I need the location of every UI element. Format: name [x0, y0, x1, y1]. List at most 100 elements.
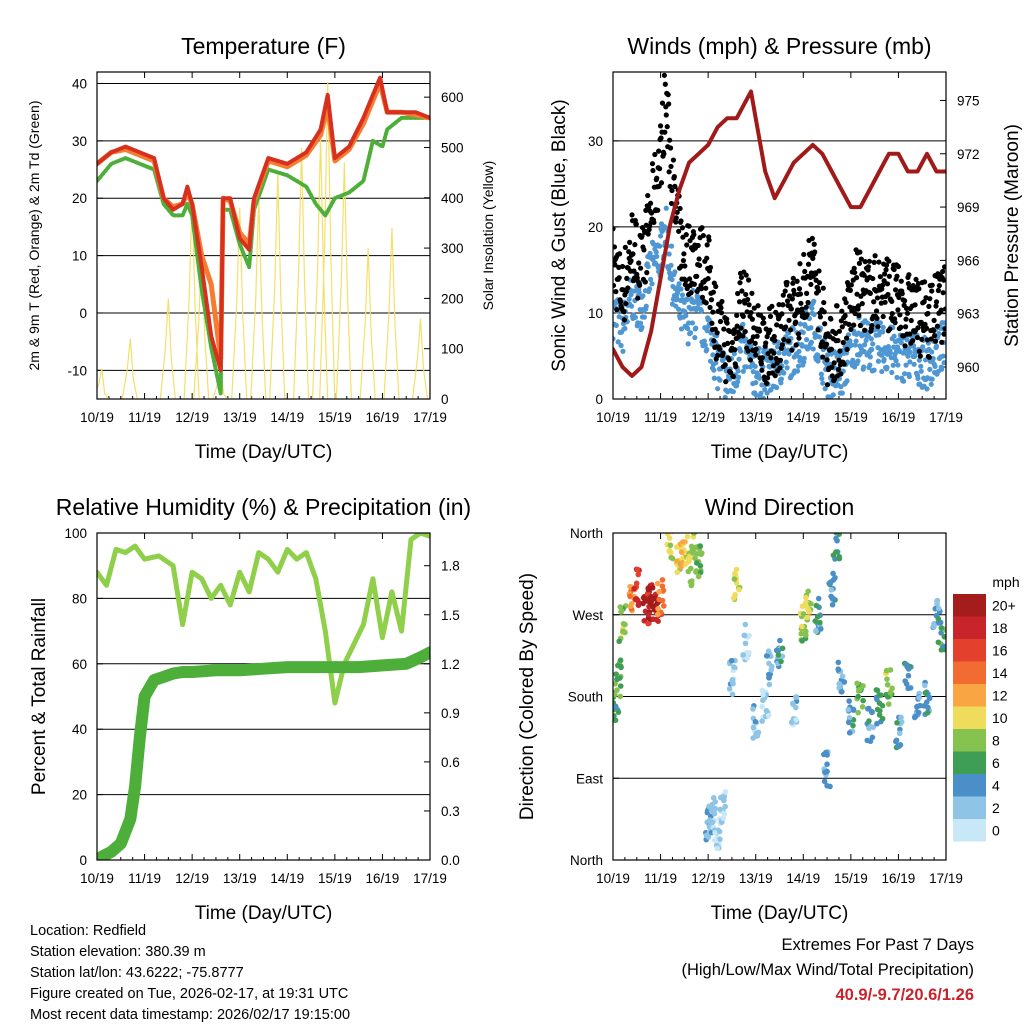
- gust-point: [723, 379, 729, 385]
- gust-point: [816, 268, 822, 274]
- wind-point: [653, 249, 659, 255]
- direction-point: [885, 694, 891, 700]
- direction-point: [775, 652, 782, 658]
- gust-point: [745, 277, 752, 283]
- direction-point: [941, 634, 946, 640]
- x-axis-label: Time (Day/UTC): [711, 903, 849, 924]
- gust-point: [874, 315, 880, 321]
- y-tick-label-right: 0.6: [441, 755, 460, 770]
- gust-point: [835, 366, 842, 373]
- gust-point: [783, 324, 789, 330]
- gust-point: [754, 333, 760, 339]
- colorbar-label: 14: [992, 665, 1008, 681]
- gust-point: [777, 357, 784, 363]
- gust-point: [662, 129, 668, 135]
- gust-point: [727, 369, 734, 375]
- gust-point: [777, 365, 783, 371]
- gust-point: [703, 285, 709, 291]
- wind-point: [939, 366, 945, 372]
- x-tick-label: 12/19: [691, 410, 725, 425]
- wind-point: [942, 320, 946, 326]
- direction-point: [885, 701, 892, 707]
- wind-point: [781, 370, 787, 376]
- wind-point: [898, 340, 904, 346]
- gust-point: [844, 346, 850, 352]
- wind-point: [784, 365, 790, 371]
- direction-point: [752, 718, 759, 725]
- wind-point: [904, 337, 910, 343]
- gust-point: [707, 304, 713, 311]
- direction-point: [707, 803, 713, 810]
- gust-point: [673, 219, 679, 225]
- direction-point: [688, 543, 695, 550]
- direction-point: [793, 717, 799, 723]
- gust-point: [904, 310, 911, 316]
- y-tick-label: 40: [72, 722, 87, 737]
- wind-point: [870, 341, 876, 347]
- gust-point: [652, 151, 658, 158]
- wind-point: [735, 374, 742, 380]
- gust-point: [889, 310, 895, 317]
- gust-point: [759, 367, 765, 373]
- direction-point: [878, 692, 884, 698]
- wind-point: [776, 350, 782, 356]
- gust-point: [916, 348, 922, 354]
- wind-point: [848, 342, 854, 349]
- direction-point: [627, 603, 634, 609]
- gust-point: [740, 333, 746, 339]
- direction-point: [765, 648, 772, 654]
- data-layer: [613, 72, 946, 399]
- gust-point: [835, 337, 841, 344]
- gust-point: [671, 174, 677, 180]
- gust-point: [623, 300, 629, 307]
- gust-point: [797, 291, 804, 297]
- gust-point: [639, 233, 645, 239]
- wind-point: [647, 286, 653, 292]
- direction-point: [925, 704, 931, 711]
- wind-point: [795, 363, 802, 369]
- direction-point: [720, 815, 727, 822]
- wind-point: [758, 390, 764, 396]
- direction-point: [683, 560, 689, 567]
- gust-point: [766, 370, 772, 376]
- gust-point: [722, 362, 728, 368]
- wind-point: [698, 308, 705, 314]
- wind-point: [744, 364, 750, 370]
- gust-point: [717, 318, 724, 325]
- gust-point: [857, 322, 863, 329]
- wind-point: [710, 352, 716, 358]
- gust-point: [748, 338, 755, 344]
- gust-point: [666, 169, 672, 175]
- direction-point: [613, 691, 618, 698]
- colorbar-swatch: [953, 661, 986, 684]
- x-tick-label: 15/19: [834, 871, 868, 886]
- wind-point: [704, 328, 710, 334]
- direction-point: [730, 595, 737, 602]
- direction-point: [631, 585, 637, 592]
- gust-point: [821, 299, 827, 306]
- y-tick-label-right: 0.3: [441, 804, 460, 819]
- direction-point: [940, 643, 946, 650]
- wind-point: [800, 329, 806, 336]
- gust-point: [794, 307, 801, 313]
- direction-point: [627, 593, 633, 599]
- gust-point: [898, 278, 904, 284]
- direction-point: [812, 618, 819, 624]
- wind-point: [622, 325, 628, 332]
- wind-point: [864, 320, 871, 326]
- gust-point: [743, 272, 749, 278]
- gust-point: [696, 262, 703, 269]
- direction-point: [835, 659, 842, 666]
- x-axis-label: Time (Day/UTC): [195, 903, 333, 924]
- gust-point: [694, 273, 700, 279]
- wind-point: [867, 362, 873, 368]
- wind-point: [820, 380, 826, 386]
- direction-point: [936, 605, 942, 612]
- wind-point: [809, 305, 815, 311]
- gust-point: [923, 325, 930, 331]
- gust-point: [755, 303, 761, 309]
- direction-point: [788, 719, 795, 726]
- direction-point: [731, 576, 738, 582]
- wind-point: [936, 331, 942, 337]
- wind-point: [878, 346, 884, 353]
